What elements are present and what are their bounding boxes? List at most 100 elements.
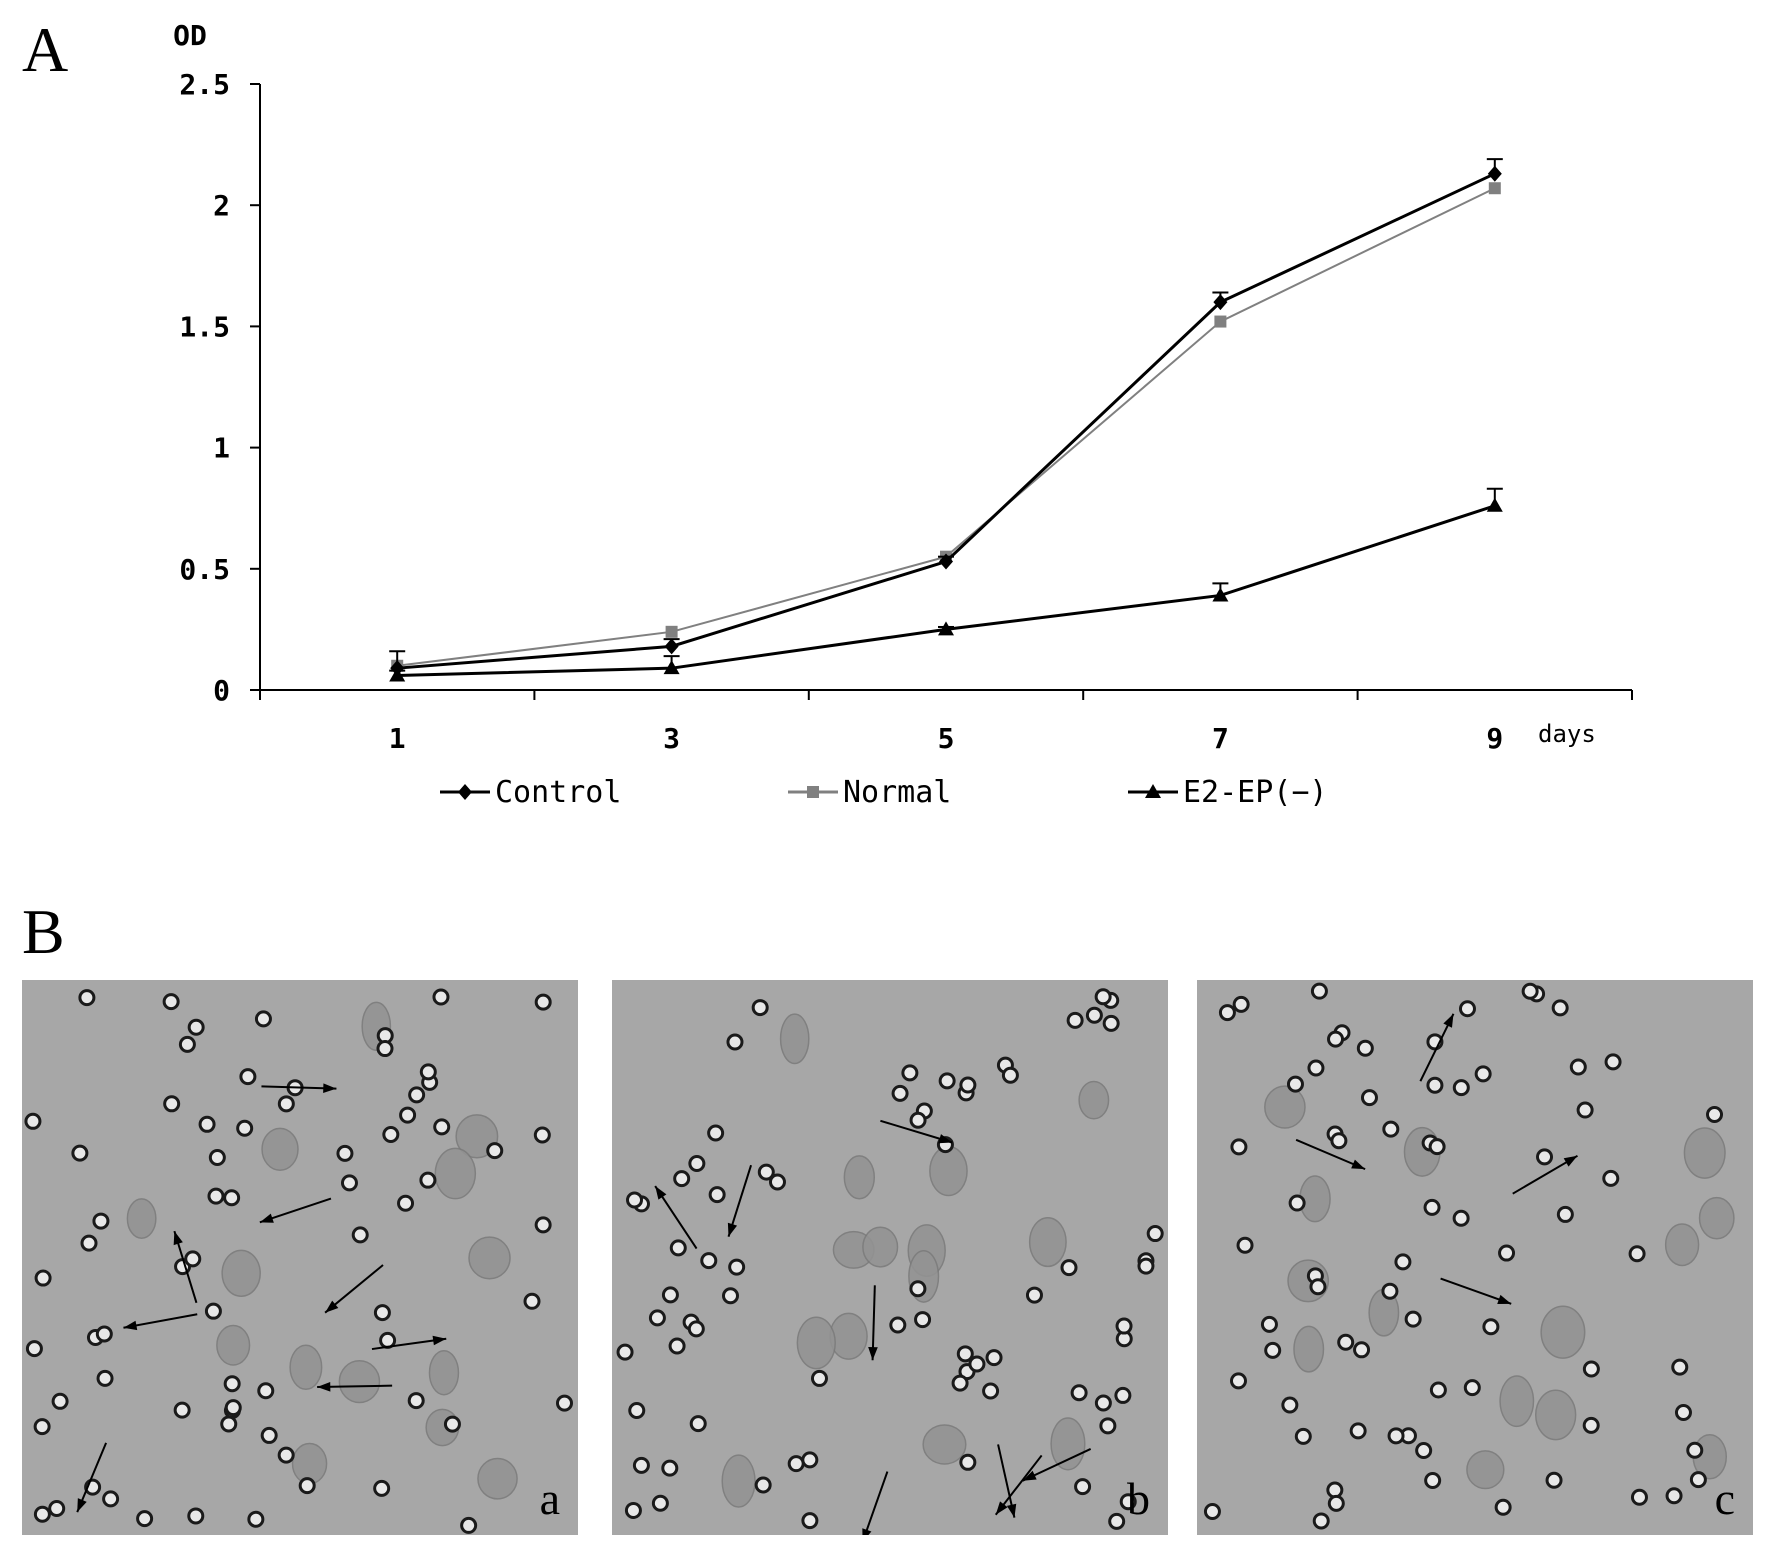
- bead: [1360, 1089, 1378, 1107]
- bead: [1602, 1169, 1620, 1187]
- bead: [754, 1476, 772, 1494]
- bead: [708, 1186, 726, 1204]
- bead: [1686, 1441, 1704, 1459]
- micrograph-b-label: b: [1127, 1473, 1150, 1524]
- bead: [909, 1111, 927, 1129]
- bead: [1310, 982, 1328, 1000]
- arrow-head: [317, 1381, 331, 1392]
- arrow-head: [868, 1346, 878, 1361]
- bead: [651, 1494, 669, 1512]
- series-e2-ep-: [389, 487, 1503, 682]
- bead: [1628, 1245, 1646, 1263]
- y-tick-label: 1.5: [179, 310, 230, 343]
- chart-series: [389, 158, 1503, 682]
- bead: [34, 1269, 52, 1287]
- arrow: [1440, 1277, 1512, 1305]
- bead: [1330, 1132, 1348, 1150]
- cell: [843, 1155, 876, 1200]
- arrow-head: [727, 1222, 738, 1237]
- bead: [721, 1287, 739, 1305]
- data-point: [664, 638, 679, 655]
- bead: [668, 1337, 686, 1355]
- bead: [460, 1516, 478, 1534]
- bead: [534, 993, 552, 1011]
- y-tick-label: 2.5: [179, 68, 230, 101]
- arrow-head: [1443, 1013, 1454, 1028]
- bead: [1428, 1138, 1446, 1156]
- bead: [1229, 1372, 1247, 1390]
- bead: [1085, 1006, 1103, 1024]
- series-line: [397, 504, 1496, 677]
- bead: [959, 1076, 977, 1094]
- bead: [163, 1095, 181, 1113]
- bead: [914, 1311, 932, 1329]
- cell: [1664, 1223, 1700, 1267]
- bead: [661, 1459, 679, 1477]
- x-tick-label: 7: [1212, 722, 1229, 755]
- bead: [787, 1455, 805, 1473]
- y-tick-label: 2: [213, 189, 230, 222]
- x-tick-label: 5: [938, 722, 955, 755]
- bead: [1536, 1148, 1554, 1166]
- bead: [1630, 1488, 1648, 1506]
- bead: [1474, 1065, 1492, 1083]
- bead: [1671, 1358, 1689, 1376]
- bead: [982, 1382, 1000, 1400]
- bead: [1404, 1310, 1422, 1328]
- bead: [1337, 1333, 1355, 1351]
- cell: [929, 1145, 968, 1197]
- cell: [829, 1312, 868, 1360]
- micrograph-a: a: [22, 980, 578, 1535]
- bead: [277, 1446, 295, 1464]
- bead: [1146, 1225, 1164, 1243]
- series-line: [397, 172, 1496, 670]
- arrow: [76, 1442, 108, 1513]
- bead: [399, 1106, 417, 1124]
- bead: [1025, 1286, 1043, 1304]
- cell: [477, 1457, 518, 1500]
- arrow: [1512, 1154, 1578, 1195]
- x-tick-label: 3: [663, 722, 680, 755]
- bead: [1327, 1030, 1345, 1048]
- bead: [92, 1212, 110, 1230]
- bead: [223, 1375, 241, 1393]
- cell: [922, 1424, 967, 1465]
- arrow-head: [1351, 1159, 1366, 1170]
- bead: [136, 1510, 154, 1528]
- bead: [1426, 1076, 1444, 1094]
- bead: [1415, 1441, 1433, 1459]
- chart-axes: OD days: [173, 19, 1632, 748]
- cell: [1466, 1450, 1505, 1490]
- data-point: [938, 621, 954, 636]
- bead: [1218, 1004, 1236, 1022]
- bead: [247, 1510, 265, 1528]
- arrow: [654, 1185, 698, 1250]
- arrow: [868, 1285, 878, 1361]
- arrow-head: [1563, 1155, 1578, 1167]
- bead: [1286, 1075, 1304, 1093]
- bead: [51, 1392, 69, 1410]
- micrograph-c: c: [1197, 980, 1753, 1535]
- bead: [382, 1125, 400, 1143]
- arrow: [994, 1454, 1043, 1516]
- bead: [1482, 1318, 1500, 1336]
- bead: [96, 1369, 114, 1387]
- bead: [1260, 1315, 1278, 1333]
- bead: [1281, 1396, 1299, 1414]
- arrow-shaft: [864, 1471, 889, 1535]
- arrow: [862, 1471, 889, 1535]
- bead: [1458, 1000, 1476, 1018]
- od-line-chart: OD days 0 0.5 1 1.5 2 2.5 1 3 5 7 9 Control Normal E2…: [173, 19, 1633, 810]
- bead: [78, 989, 96, 1007]
- cell: [1540, 1305, 1586, 1359]
- bead: [523, 1292, 541, 1310]
- data-point: [665, 625, 678, 638]
- cell: [1534, 1389, 1577, 1441]
- bead: [616, 1343, 634, 1361]
- cell: [862, 1226, 899, 1268]
- cell: [126, 1198, 157, 1239]
- bead: [1665, 1487, 1683, 1505]
- cell: [221, 1249, 261, 1297]
- bead: [239, 1068, 257, 1086]
- bead: [632, 1456, 650, 1474]
